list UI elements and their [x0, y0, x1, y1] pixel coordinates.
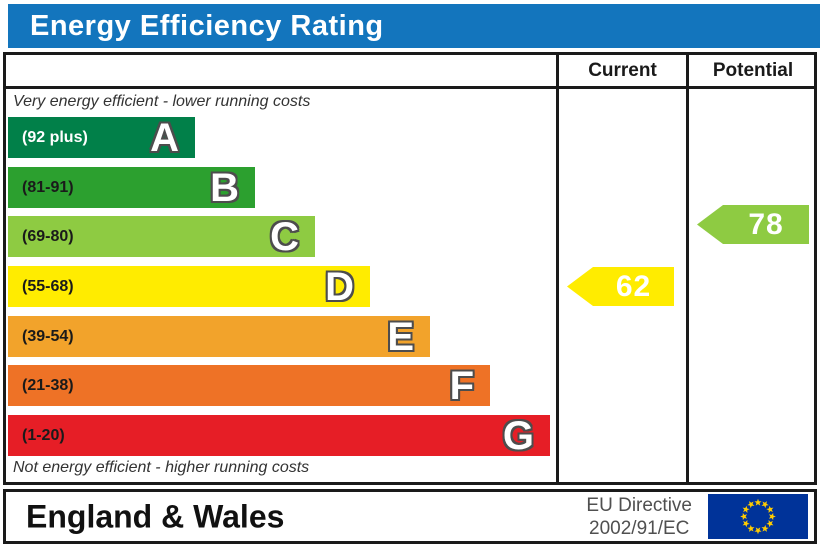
- caption-very-efficient: Very energy efficient - lower running co…: [13, 93, 311, 110]
- band-C-range-label: (69-80): [22, 227, 74, 245]
- band-D-range-label: (55-68): [22, 277, 74, 295]
- band-C: (69-80) C: [8, 216, 315, 257]
- title-bar: Energy Efficiency Rating: [8, 4, 820, 48]
- potential-column-header: Potential: [712, 59, 794, 81]
- eu-directive-line1: EU Directive: [586, 495, 692, 516]
- eu-flag-icon: [708, 494, 808, 539]
- band-A-range-label: (92 plus): [22, 128, 88, 146]
- band-G-range-label: (1-20): [22, 426, 65, 444]
- current-rating-arrow: 62: [567, 267, 674, 306]
- region-label: England & Wales: [26, 498, 285, 534]
- potential-rating-value: 78: [748, 207, 784, 241]
- band-F: (21-38) F: [8, 365, 490, 406]
- band-F-range-label: (21-38): [22, 376, 74, 394]
- caption-not-efficient: Not energy efficient - higher running co…: [13, 459, 310, 476]
- band-G: (1-20) G: [8, 415, 550, 456]
- band-E-letter: E: [387, 314, 414, 359]
- header-row-divider: [3, 86, 817, 89]
- band-B-letter: B: [210, 165, 239, 210]
- current-column-header: Current: [588, 59, 657, 81]
- band-C-letter: C: [270, 214, 299, 259]
- band-E: (39-54) E: [8, 316, 430, 357]
- potential-rating-arrow: 78: [697, 205, 809, 244]
- band-D-letter: D: [325, 264, 354, 309]
- band-B: (81-91) B: [8, 167, 255, 208]
- band-D: (55-68) D: [8, 266, 370, 307]
- band-G-letter: G: [502, 413, 534, 458]
- eu-directive-label: EU Directive 2002/91/EC: [586, 494, 692, 540]
- band-A-letter: A: [150, 115, 179, 160]
- band-A: (92 plus) A: [8, 117, 195, 158]
- page-title: Energy Efficiency Rating: [30, 9, 384, 42]
- band-E-range-label: (39-54): [22, 327, 74, 345]
- current-column-divider: [556, 52, 559, 485]
- band-F-letter: F: [449, 363, 474, 408]
- eu-directive-line2: 2002/91/EC: [589, 518, 690, 539]
- footer-bar: England & Wales EU Directive 2002/91/EC: [3, 489, 817, 544]
- band-B-range-label: (81-91): [22, 178, 74, 196]
- current-rating-value: 62: [615, 269, 652, 303]
- potential-column-divider: [686, 52, 689, 485]
